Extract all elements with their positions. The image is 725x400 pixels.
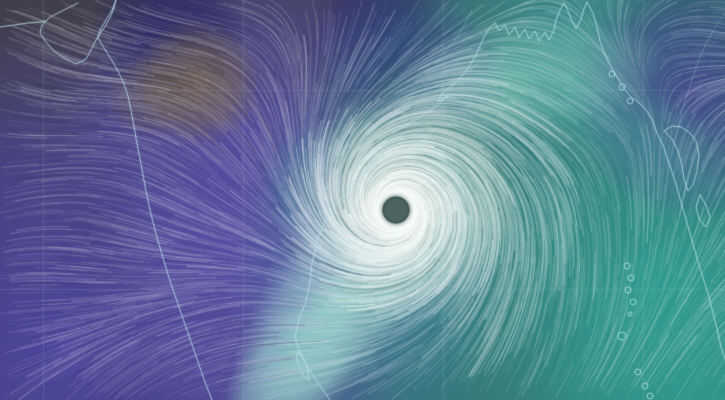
wind-map: [0, 0, 725, 400]
wind-flow-map-canvas[interactable]: [0, 0, 725, 400]
